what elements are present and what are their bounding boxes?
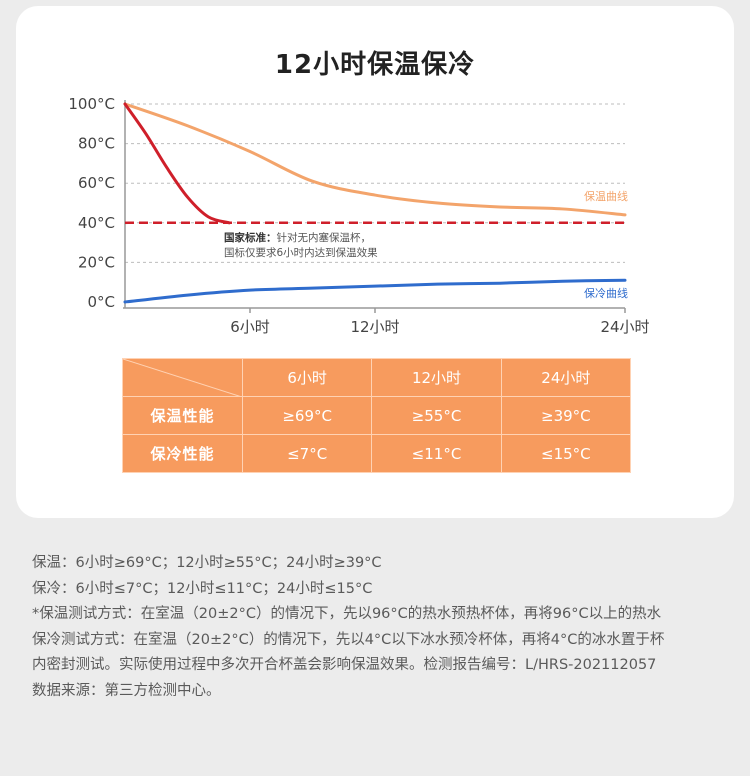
- temperature-chart: 100°C 80°C 60°C 40°C 20°C 0°C 6小时 12小时 24小时 保温曲线保…: [68, 95, 649, 336]
- footnote-line: 保温：6小时≥69°C；12小时≥55°C；24小时≥39°C: [32, 555, 382, 571]
- standard-annotation: 国家标准：针对无内塞保温杯，: [224, 231, 371, 244]
- footnote-line: 内密封测试。实际使用过程中多次开合杯盖会影响保温效果。检测报告编号：L/HRS-…: [32, 657, 657, 673]
- footnotes: 保温：6小时≥69°C；12小时≥55°C；24小时≥39°C 保冷：6小时≤7…: [32, 551, 732, 704]
- cell-hot-6h: ≥69°C: [241, 396, 373, 435]
- table-header-6h: 6小时: [241, 358, 373, 397]
- cold-curve-label: 保冷曲线: [584, 286, 628, 300]
- cell-cold-6h: ≤7°C: [241, 434, 373, 473]
- standard-curve-line: [123, 102, 231, 225]
- row-label-hot: 保温性能: [122, 396, 243, 435]
- table-header-12h: 12小时: [371, 358, 502, 397]
- footnote-line: *保温测试方式：在室温（20±2°C）的情况下，先以96°C的热水预热杯体，再将…: [32, 606, 662, 622]
- footnote-line: 保冷测试方式：在室温（20±2°C）的情况下，先以4°C以下冰水预冷杯体，再将4…: [32, 631, 665, 648]
- hot-curve-line: [123, 102, 627, 217]
- x-tick-label: 6小时: [230, 318, 270, 336]
- cold-curve-line: [123, 278, 627, 304]
- table-row-hot: 保温性能 ≥69°C ≥55°C ≥39°C: [122, 396, 632, 435]
- table-header-24h: 24小时: [500, 358, 632, 397]
- table-header-row: 6小时 12小时 24小时: [122, 358, 632, 397]
- y-tick-label: 0°C: [87, 293, 115, 311]
- cell-hot-12h: ≥55°C: [371, 396, 502, 435]
- annotation-text: 针对无内塞保温杯，: [277, 231, 372, 244]
- diagonal-divider: [123, 359, 242, 397]
- y-tick-label: 60°C: [78, 174, 115, 192]
- y-tick-label: 40°C: [78, 214, 115, 232]
- table-row-cold: 保冷性能 ≤7°C ≤11°C ≤15°C: [122, 434, 632, 473]
- x-tick-label: 24小时: [600, 318, 649, 336]
- cell-cold-12h: ≤11°C: [371, 434, 502, 473]
- cell-hot-24h: ≥39°C: [500, 396, 632, 435]
- row-label-cold: 保冷性能: [122, 434, 243, 473]
- hot-curve-label: 保温曲线: [584, 189, 628, 203]
- chart-title: 12小时保温保冷: [274, 50, 476, 80]
- footnote-line: 数据来源：第三方检测中心。: [32, 682, 221, 699]
- y-tick-label: 80°C: [78, 135, 115, 153]
- y-tick-label: 20°C: [78, 253, 115, 271]
- table-corner-cell: [122, 358, 243, 397]
- annotation-bold: 国家标准：: [224, 231, 277, 244]
- x-tick-label: 12小时: [350, 318, 399, 336]
- standard-annotation-line2: 国标仅要求6小时内达到保温效果: [224, 246, 378, 259]
- y-tick-label: 100°C: [68, 95, 115, 113]
- cell-cold-24h: ≤15°C: [500, 434, 632, 473]
- performance-table: 6小时 12小时 24小时 保温性能 ≥69°C ≥55°C ≥39°C 保冷性…: [122, 358, 632, 473]
- footnote-line: 保冷：6小时≤7°C；12小时≤11°C；24小时≤15°C: [32, 580, 373, 597]
